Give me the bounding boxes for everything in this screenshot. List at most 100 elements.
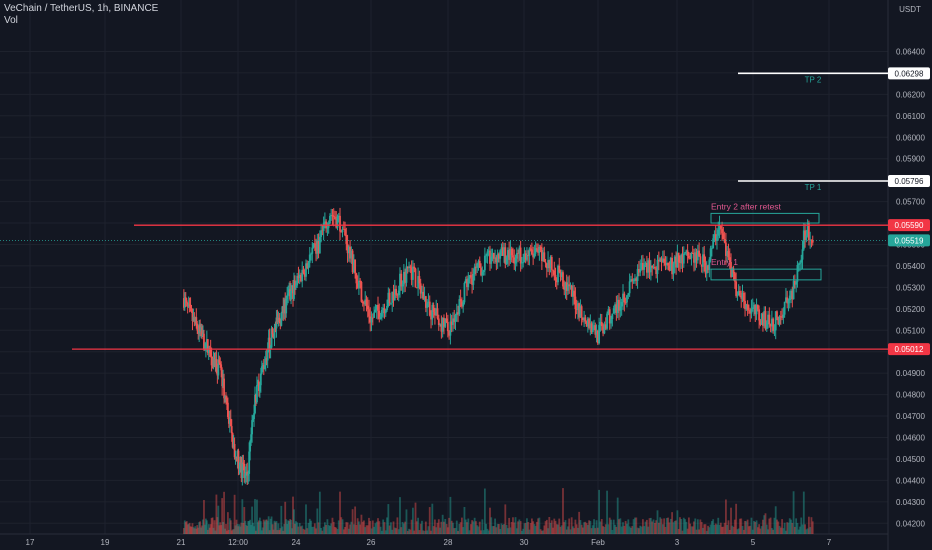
candle-body xyxy=(560,272,563,277)
volume-bar xyxy=(664,526,667,534)
candle-body xyxy=(313,243,316,245)
volume-bar xyxy=(291,528,293,534)
candle-body xyxy=(491,253,494,257)
y-tick-label: 0.04600 xyxy=(896,433,925,442)
candle-body xyxy=(598,325,601,344)
candles xyxy=(182,207,814,534)
candle-body xyxy=(428,301,431,316)
volume-bar xyxy=(214,530,217,534)
candle-body xyxy=(634,278,636,280)
candle-body xyxy=(699,256,702,265)
candle-body xyxy=(281,306,284,313)
volume-bar xyxy=(552,527,554,534)
volume-bar xyxy=(273,520,276,534)
candle-body xyxy=(693,253,695,263)
candle-body xyxy=(293,280,295,299)
candle-body xyxy=(521,262,523,264)
candle-body xyxy=(622,293,624,302)
candle-body xyxy=(400,273,403,287)
volume-bar xyxy=(468,530,471,534)
candle-body xyxy=(297,275,300,278)
volume-bar xyxy=(405,509,408,534)
volume-bar xyxy=(208,527,211,534)
volume-bar xyxy=(638,528,640,534)
candle-body xyxy=(727,251,730,258)
candle-body xyxy=(526,254,528,260)
candle-body xyxy=(663,258,666,263)
volume-bar xyxy=(286,524,289,534)
candle-body xyxy=(717,229,720,236)
candle-body xyxy=(673,256,676,264)
candle-body xyxy=(369,316,372,323)
candle-body xyxy=(368,309,370,317)
volume-bar xyxy=(383,522,386,534)
candle-body xyxy=(437,318,440,325)
volume-bar xyxy=(716,524,718,534)
volume-bar xyxy=(321,530,324,534)
candle-body xyxy=(791,290,794,300)
candle-body xyxy=(675,256,677,268)
candle-body xyxy=(410,267,413,280)
x-tick-label: 30 xyxy=(520,538,529,547)
candle-body xyxy=(285,298,288,314)
candle-body xyxy=(395,288,398,295)
candle-body xyxy=(492,253,495,259)
volume-bar xyxy=(184,522,187,534)
volume-bar xyxy=(731,525,734,534)
entry-zone-box[interactable] xyxy=(710,212,820,224)
candle-body xyxy=(195,317,198,324)
candle-body xyxy=(312,243,315,248)
volume-bar xyxy=(373,526,376,534)
volume-bar xyxy=(522,528,525,534)
candle-body xyxy=(644,262,647,265)
candle-body xyxy=(709,248,712,260)
candle-body xyxy=(378,310,381,319)
volume-bar xyxy=(356,518,359,534)
candle-body xyxy=(649,265,652,273)
volume-bar xyxy=(472,521,475,534)
candle-body xyxy=(635,278,638,281)
candle-body xyxy=(754,304,757,315)
candle-body xyxy=(268,337,271,350)
candle-body xyxy=(716,235,718,241)
volume-bar xyxy=(430,530,432,534)
candle-body xyxy=(586,318,589,327)
candle-body xyxy=(191,311,194,322)
volume-bar xyxy=(781,519,783,534)
x-tick-label: 28 xyxy=(444,538,453,547)
volume-bar xyxy=(204,524,206,534)
candle-body xyxy=(366,305,369,310)
volume-bar xyxy=(759,528,762,534)
volume-bar xyxy=(448,517,451,534)
volume-bar xyxy=(796,522,799,534)
volume-bar xyxy=(619,518,622,534)
candle-body xyxy=(750,308,753,314)
candle-body xyxy=(383,307,386,314)
volume-bar xyxy=(395,528,398,534)
candle-body xyxy=(224,397,226,399)
entry-zone-box[interactable] xyxy=(710,268,822,281)
volume-bar xyxy=(258,517,261,534)
candle-body xyxy=(308,254,311,263)
take-profit-label: TP 2 xyxy=(805,75,822,84)
y-tick-label: 0.05100 xyxy=(896,326,925,335)
candle-body xyxy=(651,265,654,268)
candle-body xyxy=(462,302,465,307)
candle-body xyxy=(225,397,227,400)
candle-body xyxy=(677,252,680,263)
candle-body xyxy=(235,457,238,460)
candle-body xyxy=(270,328,273,348)
volume-bar xyxy=(671,512,674,534)
volume-bar xyxy=(782,528,785,534)
volume-bar xyxy=(391,529,394,534)
candle-body xyxy=(276,317,279,323)
x-tick-label: 5 xyxy=(751,538,756,547)
volume-bar xyxy=(656,510,659,534)
candle-body xyxy=(584,317,587,322)
candle-body xyxy=(796,264,799,282)
volume-bar xyxy=(349,524,351,534)
volume-bar xyxy=(527,522,530,534)
candle-body xyxy=(417,276,419,288)
volume-bar xyxy=(604,524,607,534)
